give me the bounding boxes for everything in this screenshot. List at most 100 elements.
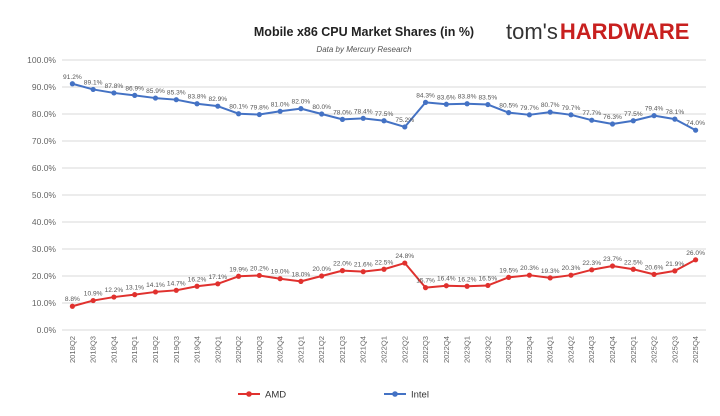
x-tick-label: 2025Q4	[691, 336, 700, 363]
amd-data-label: 22.0%	[333, 261, 352, 268]
intel-data-label: 80.5%	[499, 103, 518, 110]
intel-data-label: 81.0%	[271, 101, 290, 108]
amd-point	[402, 260, 408, 266]
x-tick-label: 2025Q3	[670, 336, 679, 363]
intel-data-label: 87.8%	[105, 83, 124, 90]
amd-data-label: 22.3%	[582, 260, 601, 267]
amd-data-label: 16.5%	[479, 275, 498, 282]
y-tick-label: 50.0%	[32, 190, 57, 200]
x-tick-label: 2024Q4	[608, 336, 617, 363]
amd-data-label: 10.9%	[84, 291, 103, 298]
x-tick-label: 2024Q2	[566, 336, 575, 363]
amd-point	[319, 273, 325, 279]
intel-point	[277, 108, 283, 114]
y-tick-label: 40.0%	[32, 217, 57, 227]
amd-data-label: 22.5%	[375, 259, 394, 266]
x-tick-label: 2025Q2	[650, 336, 659, 363]
amd-point	[339, 268, 346, 274]
legend-item-amd: AMD	[238, 390, 286, 401]
x-tick-label: 2025Q1	[629, 336, 638, 363]
amd-data-label: 22.5%	[624, 259, 643, 266]
intel-point	[298, 106, 304, 112]
amd-data-label: 20.0%	[312, 266, 331, 273]
amd-data-label: 19.5%	[499, 267, 518, 274]
intel-point	[319, 111, 325, 117]
intel-point	[360, 115, 366, 121]
x-tick-label: 2018Q3	[89, 336, 98, 363]
amd-data-label: 8.8%	[65, 296, 80, 303]
x-tick-label: 2023Q1	[463, 336, 472, 363]
y-tick-label: 10.0%	[32, 298, 57, 308]
intel-data-label: 78.1%	[665, 109, 684, 116]
brand-logo: tom'sHARDWARE	[506, 19, 689, 44]
x-tick-label: 2021Q1	[296, 336, 305, 363]
intel-data-label: 79.7%	[520, 105, 539, 112]
logo-part-hardware: HARDWARE	[560, 19, 690, 44]
intel-point	[547, 109, 553, 115]
intel-data-label: 83.8%	[458, 94, 477, 101]
logo-part-toms: tom's	[506, 19, 558, 44]
x-tick-label: 2022Q3	[421, 336, 430, 363]
x-tick-label: 2024Q3	[587, 336, 596, 363]
y-tick-label: 100.0%	[27, 55, 56, 65]
intel-data-label: 76.3%	[603, 114, 622, 121]
intel-point	[693, 127, 699, 133]
chart-title: Mobile x86 CPU Market Shares (in %)	[254, 25, 474, 39]
intel-data-label: 75.2%	[395, 117, 414, 124]
amd-data-label: 16.2%	[188, 276, 207, 283]
amd-point	[609, 263, 616, 269]
legend-swatch-marker	[392, 391, 398, 397]
intel-point	[215, 103, 221, 109]
intel-point	[339, 116, 346, 122]
amd-point	[194, 283, 200, 289]
y-tick-label: 90.0%	[32, 82, 57, 92]
intel-data-label: 79.7%	[562, 105, 581, 112]
y-tick-label: 0.0%	[37, 325, 57, 335]
x-tick-label: 2020Q3	[255, 336, 264, 363]
y-tick-label: 60.0%	[32, 163, 57, 173]
amd-point	[506, 274, 512, 280]
intel-data-label: 85.9%	[146, 88, 165, 95]
intel-point	[402, 124, 408, 130]
amd-point	[443, 283, 449, 289]
amd-data-label: 20.3%	[520, 265, 539, 272]
amd-point	[69, 303, 75, 309]
y-tick-label: 70.0%	[32, 136, 57, 146]
amd-data-label: 21.9%	[665, 261, 684, 268]
legend-label: AMD	[265, 390, 286, 401]
amd-data-label: 20.3%	[562, 265, 581, 272]
x-tick-label: 2020Q4	[276, 336, 285, 363]
amd-data-label: 19.9%	[229, 266, 248, 273]
intel-data-label: 79.4%	[645, 106, 664, 113]
x-tick-label: 2020Q1	[213, 336, 222, 363]
amd-point	[256, 272, 262, 279]
intel-point	[651, 113, 657, 119]
amd-data-label: 14.1%	[146, 282, 165, 289]
intel-data-label: 82.0%	[292, 99, 311, 106]
intel-point	[526, 112, 533, 118]
x-tick-label: 2021Q2	[317, 336, 326, 363]
y-tick-label: 80.0%	[32, 109, 57, 119]
intel-point	[630, 118, 636, 124]
amd-point	[381, 266, 387, 272]
intel-data-label: 83.8%	[188, 94, 207, 101]
x-tick-label: 2022Q4	[442, 336, 451, 363]
intel-data-label: 89.1%	[84, 79, 103, 86]
x-tick-label: 2023Q2	[483, 336, 492, 363]
amd-point	[132, 292, 138, 298]
amd-data-label: 13.1%	[125, 285, 144, 292]
intel-data-label: 85.3%	[167, 90, 186, 97]
amd-data-label: 20.2%	[250, 265, 269, 272]
intel-point	[152, 95, 159, 101]
intel-data-label: 80.0%	[312, 104, 331, 111]
intel-data-label: 82.9%	[208, 96, 227, 103]
amd-point	[360, 269, 366, 275]
amd-point	[90, 297, 96, 304]
intel-data-label: 74.0%	[686, 120, 705, 127]
amd-point	[152, 289, 159, 295]
intel-data-label: 80.7%	[541, 102, 560, 109]
intel-point	[381, 118, 387, 124]
intel-point	[589, 117, 595, 123]
chart-subtitle: Data by Mercury Research	[316, 45, 412, 54]
